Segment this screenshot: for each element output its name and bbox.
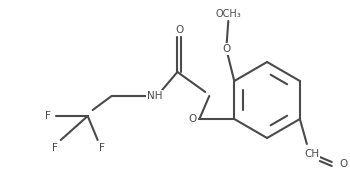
Text: OCH₃: OCH₃ — [216, 9, 241, 19]
Text: F: F — [52, 143, 58, 153]
Text: F: F — [45, 111, 51, 121]
Text: F: F — [99, 143, 105, 153]
Text: O: O — [188, 114, 197, 124]
Text: O: O — [175, 25, 183, 35]
Text: O: O — [340, 159, 348, 169]
Text: NH: NH — [147, 91, 162, 101]
Text: O: O — [222, 44, 230, 54]
Text: CH: CH — [304, 149, 320, 159]
